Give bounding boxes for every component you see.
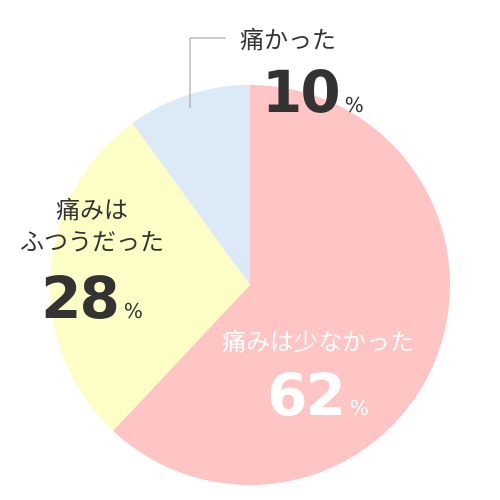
slice-value-number-2: 10 xyxy=(262,58,339,126)
slice-value-unit-1: % xyxy=(124,299,143,323)
pie-slices xyxy=(50,85,451,485)
slice-value-number-0: 62 xyxy=(267,361,344,429)
pie-slice-2 xyxy=(132,85,250,285)
slice-label-1-line-1: ふつうだった xyxy=(20,228,164,256)
slice-value-2: 10% xyxy=(262,58,364,126)
slice-label-2-line-0: 痛かった xyxy=(240,26,336,54)
pie-slice-0 xyxy=(113,85,451,485)
slice-value-number-1: 28 xyxy=(41,264,118,332)
slice-label-0-line-0: 痛みは少なかった xyxy=(222,328,414,356)
pie-slice-1 xyxy=(50,123,251,431)
slice-value-1: 28% xyxy=(41,264,143,332)
slice-value-unit-0: % xyxy=(350,396,369,420)
slice-value-unit-2: % xyxy=(345,93,364,117)
slice-value-0: 62% xyxy=(267,361,369,429)
slice-label-1-line-0: 痛みは xyxy=(56,196,128,224)
